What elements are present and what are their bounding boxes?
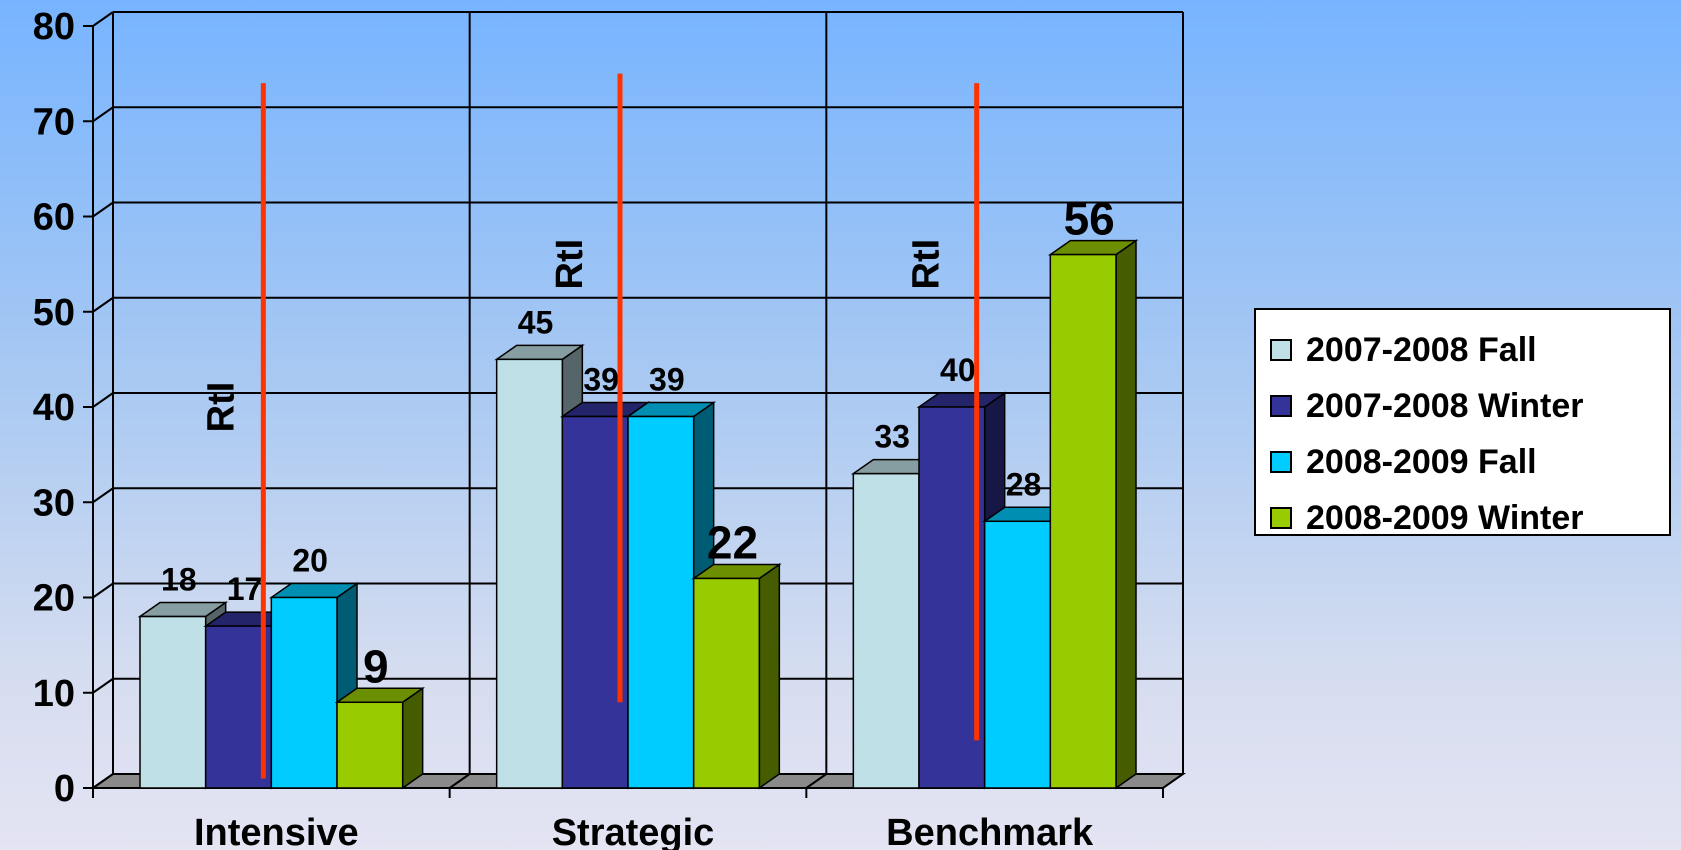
bar-side	[401, 686, 424, 790]
y-axis-depth-line	[92, 296, 114, 313]
x-category-label: Strategic	[552, 812, 715, 850]
rti-label: RtI	[549, 239, 591, 290]
bar	[334, 686, 426, 790]
y-axis-depth-line	[92, 582, 114, 599]
bar-front	[561, 415, 629, 789]
y-axis-depth-line	[92, 392, 114, 408]
legend-swatch	[1270, 507, 1292, 529]
bar-front	[692, 577, 761, 789]
x-category-label: Benchmark	[886, 812, 1094, 850]
legend-label: 2007-2008 Fall	[1306, 330, 1537, 369]
bar-side	[1115, 239, 1137, 790]
data-label: 9	[363, 640, 389, 692]
data-label: 18	[161, 562, 197, 598]
legend-item-fall-2008: 2008-2009 Fall	[1270, 434, 1669, 490]
bar-front	[1049, 253, 1117, 789]
legend-label: 2008-2009 Fall	[1306, 442, 1537, 481]
data-label: 40	[940, 352, 976, 388]
floor-divider	[805, 773, 827, 789]
data-label: 45	[518, 304, 554, 340]
bar-front	[983, 520, 1052, 789]
y-axis-depth-line	[92, 11, 114, 27]
y-axis-depth-line	[92, 106, 114, 123]
legend-swatch	[1270, 451, 1292, 473]
legend-label: 2007-2008 Winter	[1306, 386, 1584, 425]
bar-side	[758, 563, 781, 790]
y-axis-depth-line	[92, 201, 114, 218]
rti-label: RtI	[906, 239, 948, 290]
data-label: 39	[583, 362, 619, 398]
data-label: 28	[1006, 466, 1042, 502]
chart-legend: 2007-2008 Fall 2007-2008 Winter 2008-200…	[1254, 308, 1671, 537]
y-tick-label: 20	[33, 578, 75, 620]
legend-item-winter-2008: 2008-2009 Winter	[1270, 490, 1669, 546]
bar	[691, 563, 782, 790]
x-category-label: Intensive	[194, 812, 359, 850]
y-axis-depth-line	[92, 487, 114, 504]
data-label: 56	[1064, 193, 1115, 245]
legend-item-winter-2007: 2007-2008 Winter	[1270, 378, 1669, 434]
legend-swatch	[1270, 339, 1292, 361]
legend-label: 2008-2009 Winter	[1306, 498, 1584, 537]
y-tick-label: 30	[33, 482, 75, 524]
bar-front	[627, 415, 695, 789]
bar-front	[204, 625, 273, 789]
data-label: 17	[227, 571, 263, 607]
bar	[1047, 239, 1139, 790]
data-label: 39	[649, 362, 685, 398]
data-label: 20	[292, 543, 328, 579]
y-axis-depth-line	[92, 677, 114, 694]
bar-front	[852, 472, 920, 789]
y-tick-label: 50	[33, 292, 75, 334]
y-tick-label: 10	[33, 673, 75, 715]
y-tick-label: 60	[33, 197, 75, 239]
y-tick-label: 80	[33, 6, 75, 48]
legend-swatch	[1270, 395, 1292, 417]
rti-label: RtI	[200, 382, 242, 433]
floor-divider	[449, 773, 471, 789]
bar-front	[270, 596, 338, 789]
y-tick-label: 40	[33, 387, 75, 429]
bar-front	[495, 358, 564, 789]
y-tick-label: 70	[33, 101, 75, 143]
bar-front	[336, 701, 404, 789]
y-tick-label: 0	[54, 768, 75, 810]
data-label: 33	[874, 419, 910, 455]
bar-front	[139, 615, 207, 789]
legend-item-fall-2007: 2007-2008 Fall	[1270, 322, 1669, 378]
data-label: 22	[707, 516, 758, 568]
